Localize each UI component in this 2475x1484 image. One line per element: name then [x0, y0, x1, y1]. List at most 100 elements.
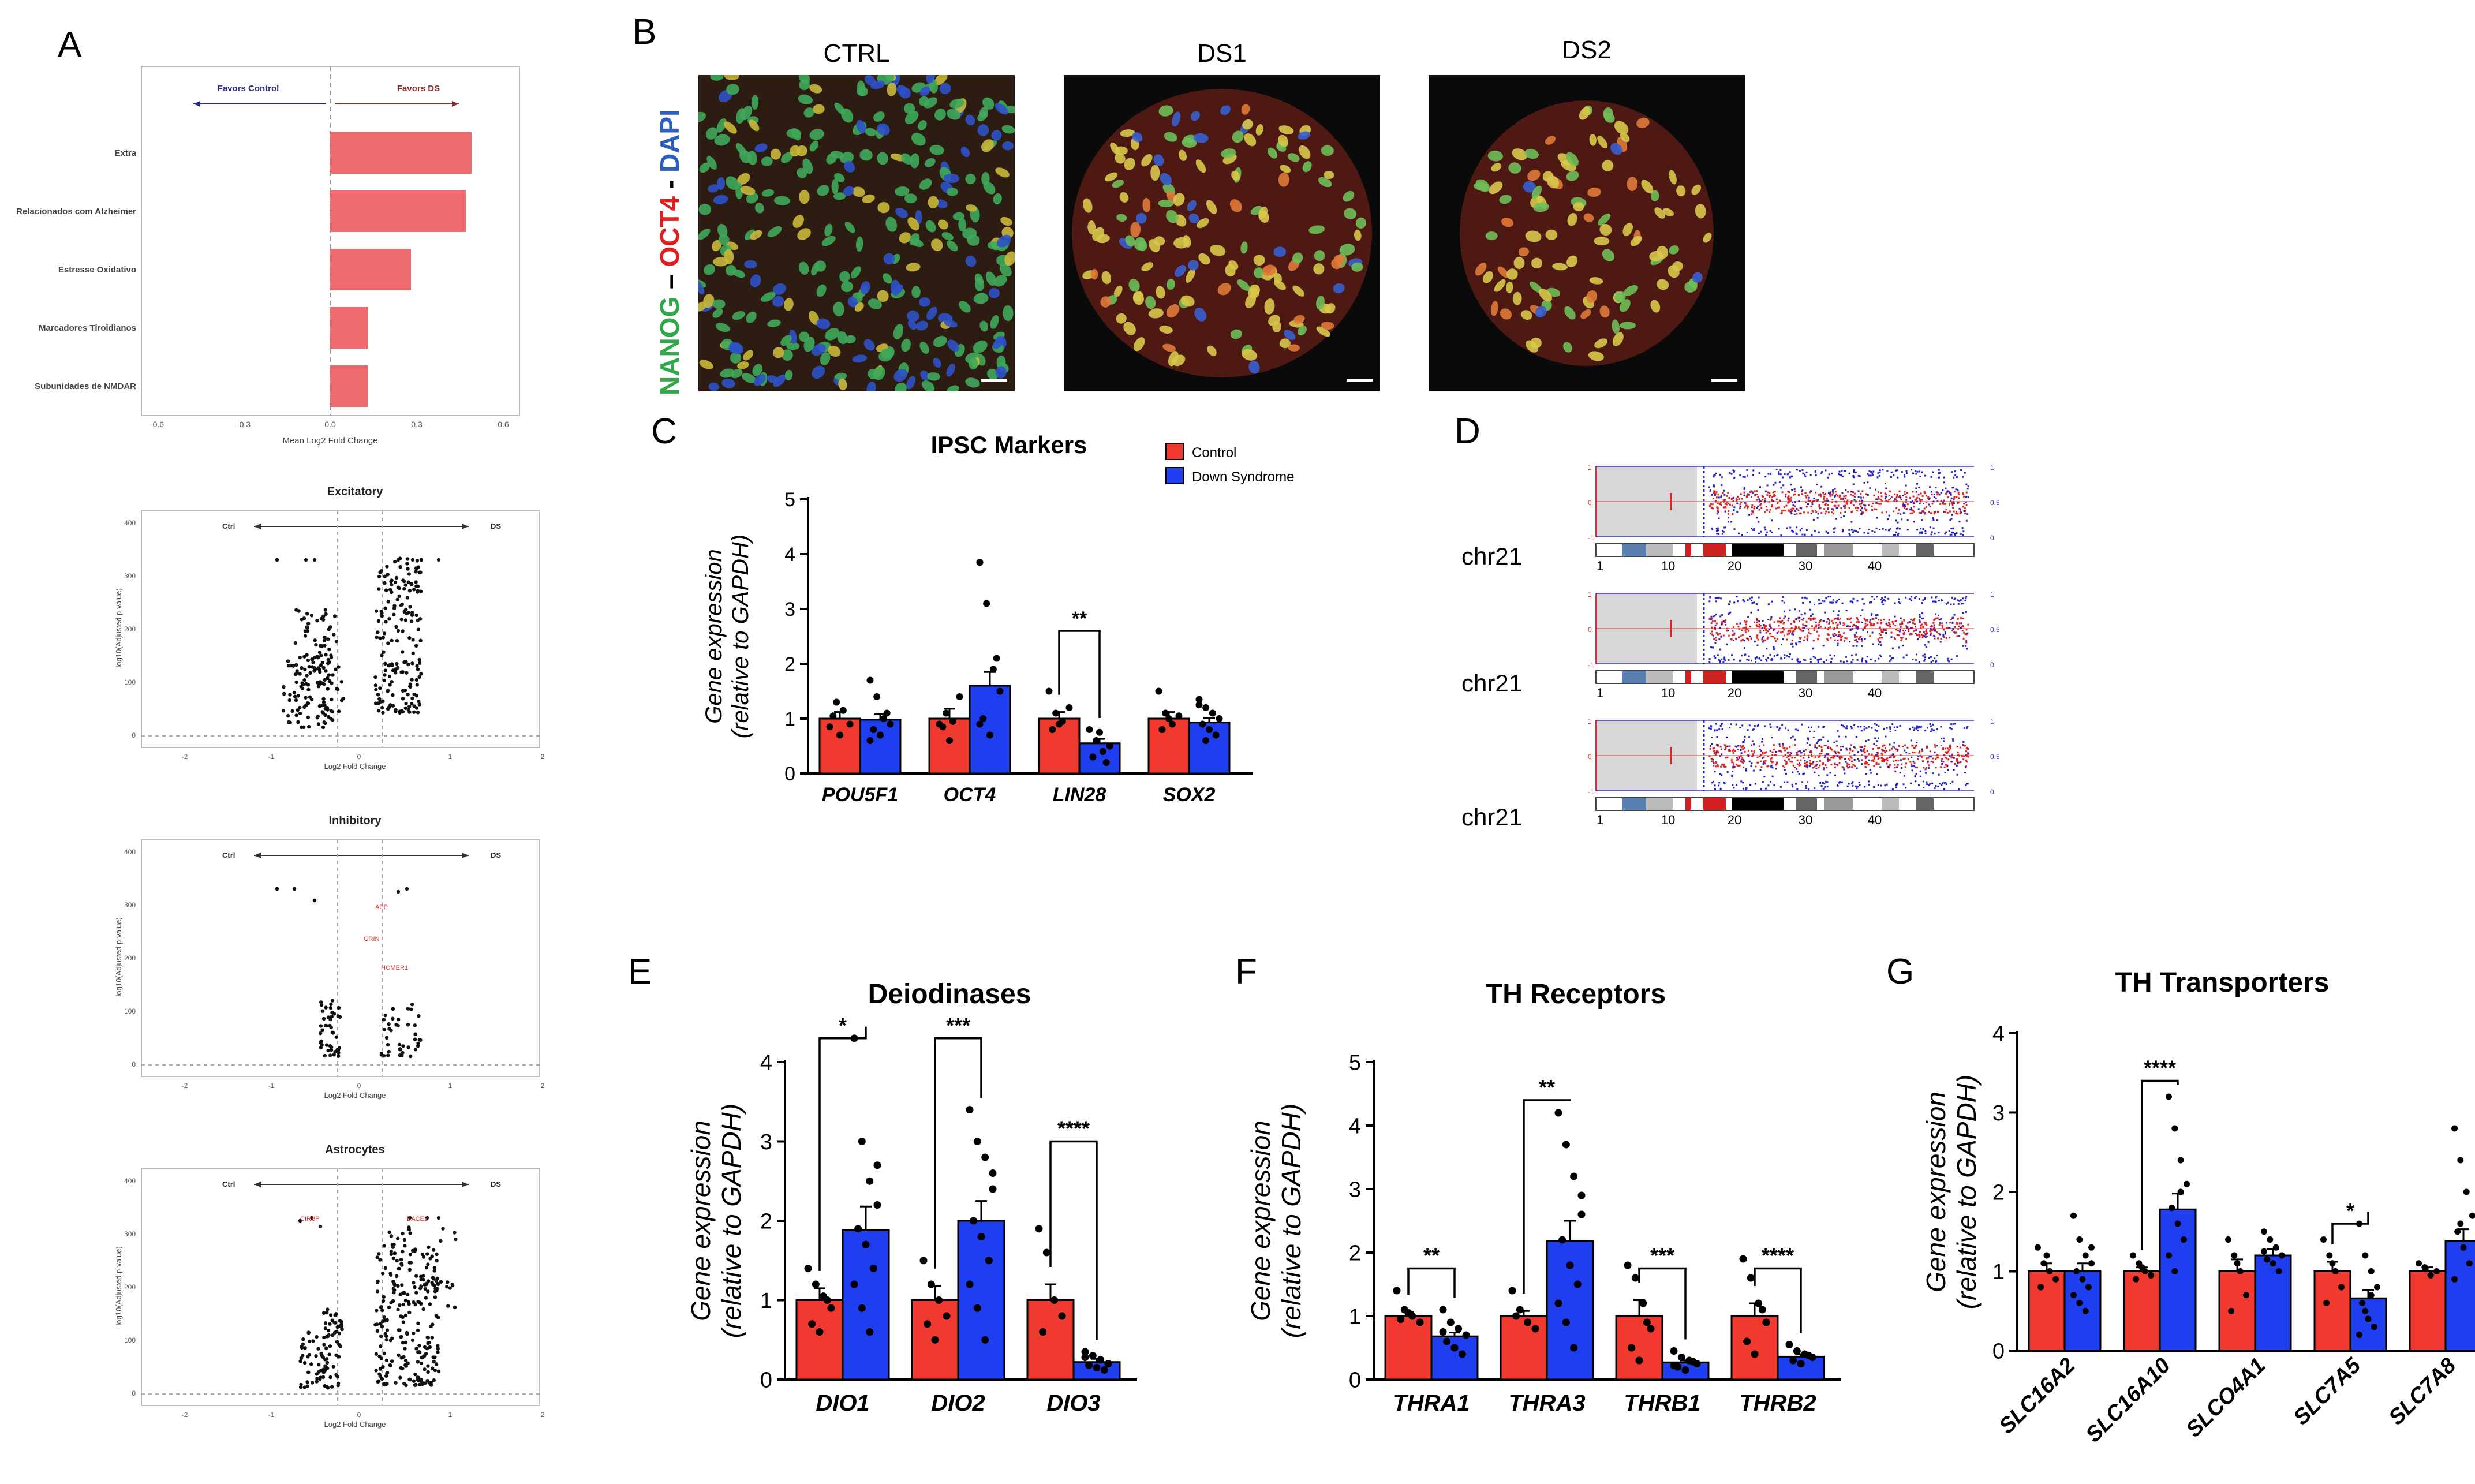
snp-point	[1859, 746, 1861, 748]
snp-point	[1719, 615, 1722, 618]
snp-point	[1853, 746, 1855, 748]
snp-point	[1778, 473, 1780, 475]
snp-point	[1905, 470, 1908, 472]
snp-point	[1930, 632, 1932, 634]
nucleus	[816, 318, 831, 330]
data-point	[866, 676, 874, 684]
volcano-point	[417, 661, 422, 665]
snp-point	[1934, 787, 1936, 790]
snp-point	[1951, 780, 1954, 783]
snp-point	[1774, 754, 1776, 756]
snp-point	[1887, 518, 1890, 521]
snp-point	[1733, 601, 1736, 604]
snp-point	[1883, 749, 1886, 752]
snp-point	[1757, 609, 1759, 611]
snp-point	[1770, 760, 1772, 762]
nucleus	[1221, 148, 1236, 158]
nucleus	[1262, 264, 1277, 276]
snp-point	[1822, 787, 1825, 790]
snp-point	[1894, 625, 1897, 627]
snp-point	[1871, 613, 1873, 615]
snp-point	[1766, 660, 1768, 662]
snp-point	[1870, 772, 1872, 774]
volcano-point	[334, 1373, 338, 1377]
snp-point	[1770, 627, 1772, 629]
volcano-point	[414, 678, 418, 682]
snp-point	[1723, 764, 1725, 767]
volcano-point	[321, 1016, 326, 1021]
volcano-point	[431, 1277, 436, 1281]
snp-point	[1946, 491, 1949, 493]
nucleus	[1491, 163, 1501, 172]
snp-point	[1785, 762, 1788, 765]
ideogram-tick-0: 1	[1597, 686, 1603, 700]
snp-point	[1875, 614, 1877, 616]
snp-point	[1926, 781, 1928, 783]
snp-points	[1670, 593, 1969, 664]
volcano-point	[326, 1328, 331, 1333]
snp-point	[1961, 603, 1963, 605]
volcano-point	[321, 697, 326, 701]
volcano-point	[298, 1359, 302, 1363]
snp-point	[1960, 533, 1962, 535]
snp-point	[1787, 630, 1789, 633]
volcano-point	[399, 1257, 403, 1262]
nucleus	[906, 263, 921, 272]
snp-point	[1840, 660, 1842, 663]
snp-point	[1863, 726, 1865, 728]
significance-stars: *	[839, 1014, 847, 1037]
snp-point	[1858, 782, 1860, 784]
snp-point	[1962, 645, 1965, 647]
snp-point	[1918, 598, 1920, 600]
category-label-0: THRA1	[1393, 1390, 1470, 1416]
data-point	[804, 1265, 812, 1272]
snp-point	[1921, 636, 1924, 638]
snp-point	[1949, 502, 1951, 504]
nucleus	[1630, 236, 1642, 246]
snp-point	[1827, 532, 1830, 534]
snp-point	[1711, 630, 1713, 633]
snp-point	[1721, 484, 1723, 487]
snp-point	[1781, 619, 1784, 622]
volcano-title: Astrocytes	[325, 1143, 384, 1156]
volcano-point	[412, 1331, 416, 1336]
data-point	[1531, 1325, 1539, 1333]
snp-point	[1892, 746, 1894, 748]
snp-point	[1957, 599, 1959, 601]
nucleus	[821, 236, 836, 246]
snp-point	[1787, 729, 1789, 731]
snp-point	[1825, 530, 1827, 533]
snp-point	[1922, 617, 1924, 619]
nucleus	[930, 238, 943, 251]
snp-point	[1826, 760, 1829, 762]
volcano-point	[388, 1273, 393, 1277]
snp-point	[1754, 506, 1756, 508]
snp-point	[1736, 596, 1738, 598]
snp-point	[1948, 491, 1950, 493]
volcano-point	[312, 669, 316, 673]
ideogram-tick-2: 20	[1728, 813, 1741, 827]
snp-point	[1875, 502, 1878, 504]
nucleus	[834, 102, 846, 115]
data-point	[2082, 1252, 2089, 1259]
snp-point	[1965, 597, 1967, 600]
snp-point	[1840, 517, 1842, 519]
snp-point	[1825, 503, 1827, 505]
snp-point	[1755, 603, 1758, 605]
data-point	[1762, 1318, 1770, 1326]
snp-point	[1950, 497, 1953, 499]
snp-point	[1924, 633, 1927, 635]
bar-control-slc7a5	[2313, 1270, 2351, 1352]
snp-point	[1798, 620, 1800, 622]
snp-point	[1730, 759, 1733, 761]
snp-point	[1909, 618, 1912, 620]
snp-point	[1830, 657, 1833, 660]
nucleus	[885, 216, 898, 232]
nucleus	[885, 75, 895, 83]
volcano-point	[385, 1371, 389, 1375]
snp-point	[1715, 765, 1717, 768]
snp-point	[1773, 749, 1775, 751]
volcano-point	[410, 582, 414, 586]
nucleus	[1288, 344, 1300, 352]
snp-point	[1956, 773, 1958, 776]
